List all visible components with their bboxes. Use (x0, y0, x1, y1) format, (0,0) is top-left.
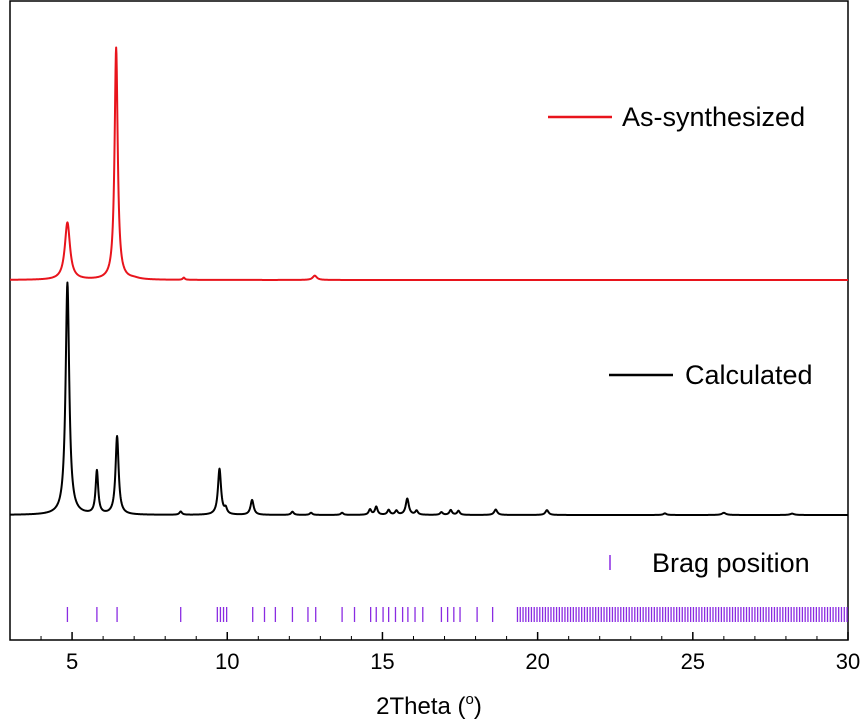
bragg-ticks (66, 607, 848, 622)
legend-label-as-synthesized: As-synthesized (622, 102, 805, 132)
x-tick-label: 25 (681, 649, 705, 674)
trace-calculated (9, 281, 849, 516)
legend-label-calculated: Calculated (685, 360, 813, 390)
x-tick-label: 10 (215, 649, 239, 674)
legend-as-synthesized: As-synthesized (548, 102, 805, 132)
x-axis-title: 2Theta (o) (376, 691, 482, 720)
x-tick-label: 15 (370, 649, 394, 674)
x-axis-title-superscript: o (466, 691, 474, 708)
plot-area (9, 46, 849, 622)
x-axis: 5 10 15 20 25 30 (40, 632, 860, 674)
x-axis-title-close: ) (474, 693, 482, 720)
legend-bragg: Brag position (609, 548, 810, 578)
legend-calculated: Calculated (609, 360, 813, 390)
trace-as-synthesized (9, 46, 849, 281)
x-tick-label: 5 (66, 649, 78, 674)
x-tick-label: 20 (525, 649, 549, 674)
plot-frame (9, 0, 849, 641)
legend-label-bragg: Brag position (652, 548, 810, 578)
x-axis-title-main: 2Theta ( (376, 693, 465, 720)
x-tick-label: 30 (836, 649, 860, 674)
